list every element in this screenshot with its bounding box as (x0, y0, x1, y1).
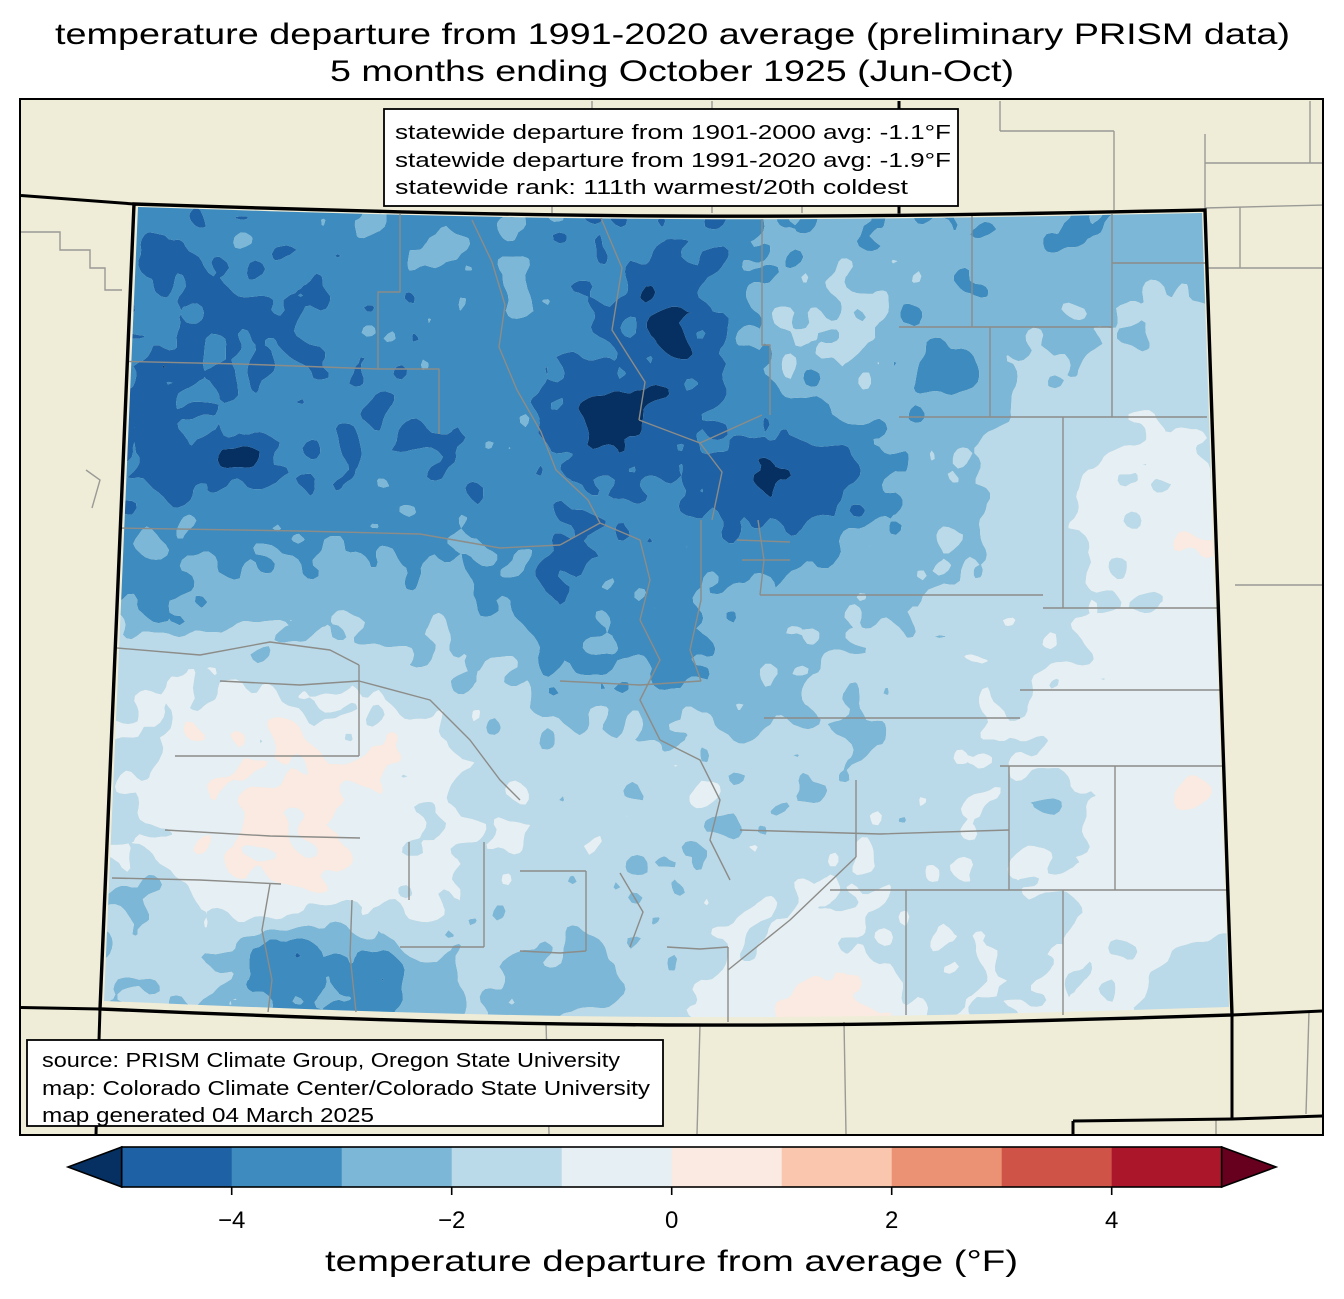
svg-text:statewide departure from 1991-: statewide departure from 1991-2020 avg: … (395, 149, 951, 172)
svg-text:4: 4 (1105, 1207, 1118, 1234)
svg-text:−4: −4 (218, 1207, 245, 1234)
svg-text:map: Colorado Climate Center/C: map: Colorado Climate Center/Colorado St… (42, 1077, 651, 1100)
svg-text:map generated 04 March 2025: map generated 04 March 2025 (42, 1104, 374, 1127)
svg-text:temperature departure from 199: temperature departure from 1991-2020 ave… (55, 18, 1290, 51)
svg-text:5 months ending October 1925 (: 5 months ending October 1925 (Jun-Oct) (330, 55, 1014, 88)
svg-text:statewide departure from 1901-: statewide departure from 1901-2000 avg: … (395, 121, 951, 144)
svg-text:−2: −2 (438, 1207, 465, 1234)
svg-text:statewide rank: 111th warmest/: statewide rank: 111th warmest/20th colde… (395, 176, 908, 199)
svg-text:source: PRISM Climate Group, O: source: PRISM Climate Group, Oregon Stat… (42, 1049, 621, 1072)
svg-text:0: 0 (665, 1207, 678, 1234)
svg-text:2: 2 (885, 1207, 898, 1234)
svg-text:temperature departure from ave: temperature departure from average (°F) (325, 1245, 1018, 1278)
